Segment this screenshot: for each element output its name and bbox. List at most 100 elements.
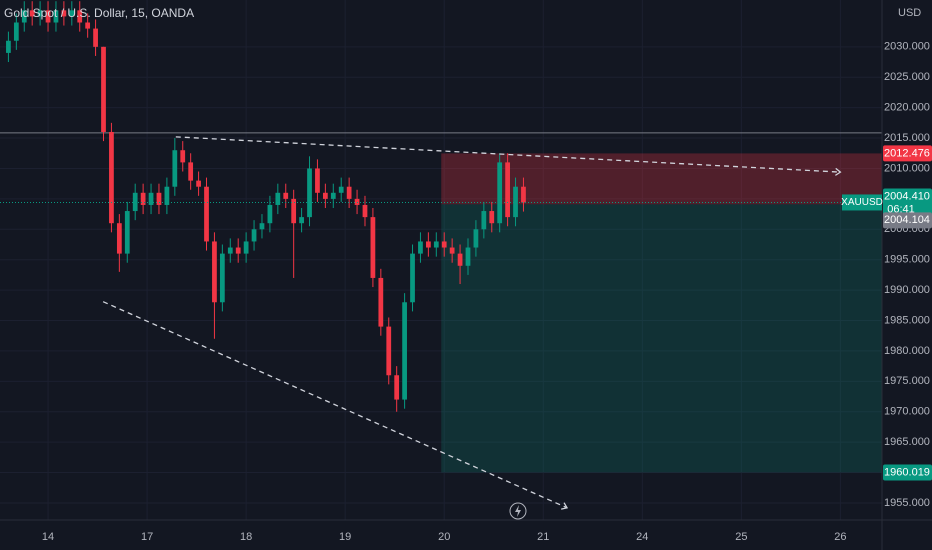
candle xyxy=(188,153,194,190)
candle xyxy=(53,1,59,32)
candle xyxy=(425,232,431,257)
candle xyxy=(362,195,368,227)
y-tick-label: 2015.000 xyxy=(884,132,930,144)
trend-line xyxy=(102,301,568,509)
candle-body xyxy=(243,241,249,254)
candle xyxy=(418,232,423,263)
symbol-label: XAUUSD xyxy=(841,197,883,208)
candle xyxy=(204,177,209,251)
candle xyxy=(124,201,130,263)
y-tick-label: 2030.000 xyxy=(884,41,930,53)
candle-body xyxy=(354,198,360,205)
candle-body xyxy=(61,10,67,17)
candle xyxy=(521,177,526,212)
y-tick-label: 1995.000 xyxy=(884,254,930,266)
candle xyxy=(441,232,447,257)
candle xyxy=(338,177,344,202)
x-tick-label: 19 xyxy=(339,531,351,543)
candle-body xyxy=(45,10,51,23)
candle xyxy=(172,138,178,196)
x-tick-label: 24 xyxy=(636,531,648,543)
x-tick-label: 26 xyxy=(834,531,846,543)
candle-body xyxy=(315,168,320,193)
candle xyxy=(132,183,138,221)
y-tick-label: 1985.000 xyxy=(884,314,930,326)
candle xyxy=(473,220,479,257)
candle xyxy=(61,1,67,26)
candle-body xyxy=(465,247,471,266)
x-tick-label: 25 xyxy=(735,531,747,543)
event-icon[interactable] xyxy=(509,502,527,520)
candle-body xyxy=(188,162,194,181)
candle-body xyxy=(330,192,336,199)
candle-body xyxy=(93,28,98,47)
candle xyxy=(394,366,400,412)
candle-body xyxy=(370,217,376,278)
candle xyxy=(212,232,217,339)
x-tick-label: 14 xyxy=(42,531,54,543)
candle-body xyxy=(196,180,201,187)
candle-body xyxy=(473,229,479,248)
plot xyxy=(0,0,882,520)
candle-body xyxy=(235,247,241,254)
trend-arrow xyxy=(835,167,842,176)
candle-body xyxy=(13,22,19,41)
candle-body xyxy=(29,10,35,17)
candle-body xyxy=(267,204,273,224)
price-label: 2004.104 xyxy=(884,214,930,226)
event-icon-bolt[interactable] xyxy=(515,505,521,517)
event-icon-ring[interactable] xyxy=(509,502,527,520)
candle xyxy=(180,141,186,172)
price-label-bg xyxy=(883,464,932,481)
candle xyxy=(6,31,11,63)
candle xyxy=(275,183,281,215)
candle xyxy=(77,1,83,32)
candle xyxy=(21,1,27,32)
candle-body xyxy=(441,241,447,248)
candle xyxy=(101,46,106,142)
candle-body xyxy=(338,186,344,193)
price-label-bg xyxy=(883,188,932,217)
candle-body xyxy=(418,241,423,254)
candle xyxy=(243,232,249,263)
candle-body xyxy=(212,241,217,303)
candle xyxy=(307,156,312,227)
symbol-label-bg xyxy=(842,194,882,211)
y-tick-label: 2025.000 xyxy=(884,71,930,83)
candle-body xyxy=(425,241,431,248)
candle xyxy=(251,220,257,251)
x-tick-label: 20 xyxy=(438,531,450,543)
candle-body xyxy=(116,223,122,254)
target-zone xyxy=(441,204,882,473)
candle-body xyxy=(251,229,257,242)
candle xyxy=(481,201,487,239)
candle xyxy=(164,177,170,215)
candle-body xyxy=(37,10,43,17)
candle xyxy=(85,13,91,38)
x-tick-label: 17 xyxy=(141,531,153,543)
candle-body xyxy=(148,192,154,205)
x-tick-label: 18 xyxy=(240,531,252,543)
candle-body xyxy=(109,131,114,224)
candle-body xyxy=(433,241,439,248)
candle-body xyxy=(69,10,75,17)
candle-body xyxy=(457,253,463,266)
candle-body xyxy=(362,204,368,218)
candle-body xyxy=(53,10,59,23)
candle-body xyxy=(521,186,526,203)
candle xyxy=(116,214,122,272)
candle-body xyxy=(132,192,138,212)
candle-body xyxy=(164,186,170,205)
trend-line xyxy=(175,136,841,173)
candle xyxy=(196,171,201,196)
x-tick-label: 21 xyxy=(537,531,549,543)
candle-body xyxy=(6,40,11,53)
candle-body xyxy=(204,186,209,242)
price-label-bg xyxy=(883,145,932,162)
candle xyxy=(283,183,289,208)
candle-body xyxy=(449,247,455,254)
candle-body xyxy=(378,277,384,327)
candle-body xyxy=(219,253,225,303)
candle xyxy=(109,122,114,233)
